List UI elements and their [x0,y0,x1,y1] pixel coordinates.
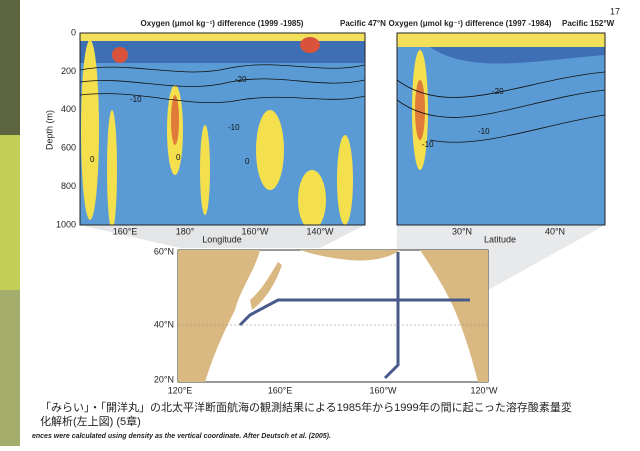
right-region: Pacific 152°W [562,19,615,28]
x-tick-label: 140°W [306,226,334,236]
contour-label: -10 [478,127,490,136]
left-contour-plot [80,33,365,225]
right-contour-plot [397,33,605,225]
y-tick-label: 0 [71,27,76,37]
page-number: 17 [610,6,620,16]
x-tick-label: 160°E [113,226,138,236]
contour-label: 0 [90,155,95,164]
caption-en: ences were calculated using density as t… [32,433,331,440]
y-tick-label: 1000 [56,219,76,229]
side-strip [0,290,20,446]
contour-label: -20 [235,75,247,84]
left-region: Pacific 47°N [340,19,386,28]
right-frame [396,32,606,226]
caption-jp: 化解析(左上図) (5章) [40,414,141,428]
y-tick-label: 800 [61,181,76,191]
lon-tick-label: 160°W [369,385,397,395]
x-tick-label: 160°W [241,226,269,236]
projection [80,225,365,248]
lon-tick-label: 120°W [470,385,498,395]
contour-label: -10 [422,140,434,149]
y-tick-label: 200 [61,66,76,76]
y-tick-label: 400 [61,104,76,114]
contour-label: 0 [245,157,250,166]
caption-jp: 「みらい」・「開洋丸」の北太平洋断面航海の観測結果による1985年から1999年… [40,400,572,414]
contour-label: -20 [492,87,504,96]
lat-tick-label: 40°N [154,319,174,329]
left-frame [79,32,366,226]
x-tick-label: 180° [176,226,195,236]
map [177,249,489,383]
y-tick-label: 600 [61,143,76,153]
side-strip [0,135,20,290]
contour-label: -10 [130,95,142,104]
lon-tick-label: 160°E [268,385,293,395]
left-title: Oxygen (μmol kg⁻¹) difference (1999 -198… [141,19,304,28]
lon-tick-label: 120°E [168,385,193,395]
lat-tick-label: 60°N [154,246,174,256]
x-tick-label: 40°N [545,226,565,236]
y-label: Depth (m) [44,110,54,150]
x-label: Longitude [202,234,242,244]
x-label: Latitude [484,234,516,244]
side-strip [0,0,20,135]
right-title: Oxygen (μmol kg⁻¹) difference (1997 -198… [389,19,552,28]
contour-label: -10 [228,123,240,132]
lat-tick-label: 20°N [154,374,174,384]
contour-label: 0 [176,153,181,162]
x-tick-label: 30°N [452,226,472,236]
